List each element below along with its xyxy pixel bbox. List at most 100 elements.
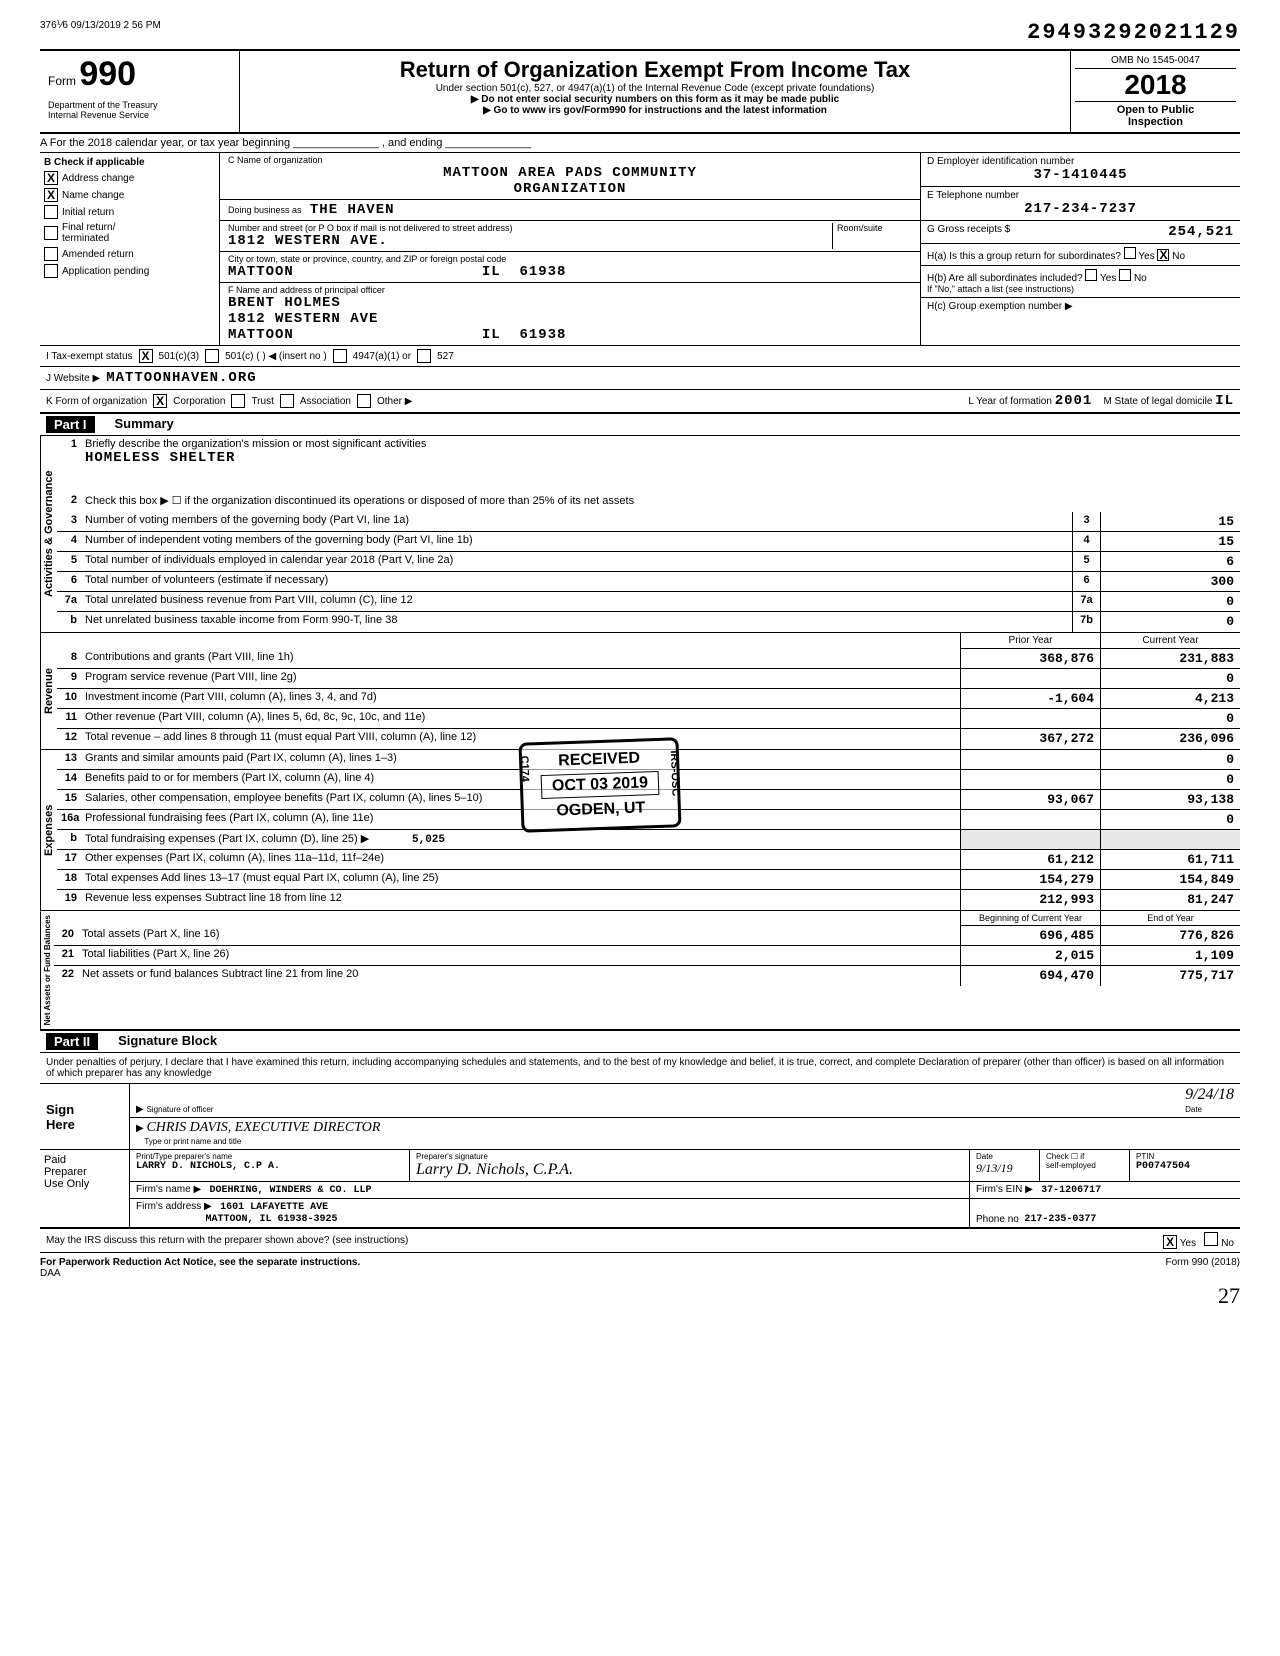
received-stamp: C174 RECEIVED OCT 03 2019 OGDEN, UT IRS-… xyxy=(518,737,681,833)
ha-yes: Yes xyxy=(1138,251,1154,262)
l3-val: 15 xyxy=(1100,512,1240,531)
form-subtitle: Under section 501(c), 527, or 4947(a)(1)… xyxy=(250,83,1060,94)
cb-trust[interactable] xyxy=(231,394,245,408)
row-j: J Website ▶ MATTOONHAVEN.ORG xyxy=(40,367,1240,390)
l19-desc: Revenue less expenses Subtract line 18 f… xyxy=(81,890,960,910)
dln: 29493292021129 xyxy=(1027,20,1240,45)
l20-curr: 776,826 xyxy=(1100,926,1240,945)
hb-no-box[interactable] xyxy=(1119,269,1131,281)
discuss-row: May the IRS discuss this return with the… xyxy=(40,1229,1240,1253)
ein-label: D Employer identification number xyxy=(927,156,1234,167)
l6-val: 300 xyxy=(1100,572,1240,591)
rev-section: Revenue Prior YearCurrent Year 8Contribu… xyxy=(40,633,1240,750)
cb-501c[interactable] xyxy=(205,349,219,363)
col-c-org: C Name of organization MATTOON AREA PADS… xyxy=(220,153,920,345)
ha-no-box[interactable]: X xyxy=(1157,249,1169,261)
l4-val: 15 xyxy=(1100,532,1240,551)
part2-header: Part II Signature Block xyxy=(40,1030,1240,1053)
l12-prior: 367,272 xyxy=(960,729,1100,749)
l12-curr: 236,096 xyxy=(1100,729,1240,749)
ha-label: H(a) Is this a group return for subordin… xyxy=(927,251,1121,262)
net-vlabel: Net Assets or Fund Balances xyxy=(40,911,54,1029)
city: MATTOON IL 61938 xyxy=(228,264,912,280)
prep-left: Paid Preparer Use Only xyxy=(40,1150,130,1227)
cb-initial[interactable] xyxy=(44,205,58,219)
ein: 37-1410445 xyxy=(927,167,1234,183)
rev-vlabel: Revenue xyxy=(40,633,57,749)
l15-prior: 93,067 xyxy=(960,790,1100,809)
ha-yes-box[interactable] xyxy=(1124,247,1136,259)
prep-date-label: Date xyxy=(976,1152,1033,1161)
stamp-loc: OGDEN, UT xyxy=(542,799,661,821)
firm-addr-label: Firm's address ▶ xyxy=(136,1201,212,1212)
prep-check-label: Check ☐ if self-employed xyxy=(1040,1150,1130,1181)
l15-curr: 93,138 xyxy=(1100,790,1240,809)
cb-addr-change[interactable]: X xyxy=(44,171,58,185)
hb-no: No xyxy=(1134,273,1147,284)
lbl-501c3: 501(c)(3) xyxy=(159,351,200,362)
l1-desc: Briefly describe the organization's miss… xyxy=(85,438,426,450)
open-public: Open to Public Inspection xyxy=(1075,101,1236,128)
cb-527[interactable] xyxy=(417,349,431,363)
stamp-received: RECEIVED xyxy=(540,749,659,771)
footer-right: Form 990 (2018) xyxy=(1166,1257,1240,1279)
ptin: P00747504 xyxy=(1136,1161,1234,1172)
sig-label: Signature of officer xyxy=(146,1105,213,1114)
firm-phone: 217-235-0377 xyxy=(1024,1214,1096,1225)
lbl-assoc: Association xyxy=(300,396,351,407)
hb-yes-box[interactable] xyxy=(1085,269,1097,281)
org-name: MATTOON AREA PADS COMMUNITY ORGANIZATION xyxy=(228,165,912,197)
hdr-end: End of Year xyxy=(1100,911,1240,926)
l10-desc: Investment income (Part VIII, column (A)… xyxy=(81,689,960,708)
l11-prior xyxy=(960,709,1100,728)
gov-section: Activities & Governance 1 Briefly descri… xyxy=(40,436,1240,633)
l7a-desc: Total unrelated business revenue from Pa… xyxy=(81,592,1072,611)
cb-amended[interactable] xyxy=(44,247,58,261)
prep-sig-label: Preparer's signature xyxy=(416,1152,963,1161)
top-row: 376⅟6 09/13/2019 2 56 PM 29493292021129 xyxy=(40,20,1240,45)
l7a-val: 0 xyxy=(1100,592,1240,611)
lbl-pending: Application pending xyxy=(62,266,149,277)
stamp-left: C174 xyxy=(518,755,531,782)
part2-title: Signature Block xyxy=(118,1033,217,1050)
tax-year: 2018 xyxy=(1075,69,1236,101)
l7b-val: 0 xyxy=(1100,612,1240,632)
lbl-addr-change: Address change xyxy=(62,173,134,184)
firm-phone-label: Phone no xyxy=(976,1214,1019,1225)
l8-prior: 368,876 xyxy=(960,649,1100,668)
dba: THE HAVEN xyxy=(310,202,395,218)
cb-pending[interactable] xyxy=(44,264,58,278)
l16a-prior xyxy=(960,810,1100,829)
l2-desc: Check this box ▶ ☐ if the organization d… xyxy=(81,492,1240,512)
l16a-curr: 0 xyxy=(1100,810,1240,829)
cb-assoc[interactable] xyxy=(280,394,294,408)
discuss-yes-box[interactable]: X xyxy=(1163,1235,1177,1249)
prep-sig-val: Larry D. Nichols, C.P.A. xyxy=(416,1161,963,1179)
lbl-4947: 4947(a)(1) or xyxy=(353,351,411,362)
section-a: A For the 2018 calendar year, or tax yea… xyxy=(40,134,1240,153)
identity-grid: B Check if applicable XAddress change XN… xyxy=(40,153,1240,346)
cb-4947[interactable] xyxy=(333,349,347,363)
footer: For Paperwork Reduction Act Notice, see … xyxy=(40,1253,1240,1283)
cb-final[interactable] xyxy=(44,226,58,240)
l8-desc: Contributions and grants (Part VIII, lin… xyxy=(81,649,960,668)
l18-curr: 154,849 xyxy=(1100,870,1240,889)
cb-other[interactable] xyxy=(357,394,371,408)
sig-decl: Under penalties of perjury, I declare th… xyxy=(40,1053,1240,1084)
col-b-checkboxes: B Check if applicable XAddress change XN… xyxy=(40,153,220,345)
cb-name-change[interactable]: X xyxy=(44,188,58,202)
cb-corp[interactable]: X xyxy=(153,394,167,408)
form-title: Return of Organization Exempt From Incom… xyxy=(250,57,1060,83)
omb: OMB No 1545-0047 xyxy=(1075,55,1236,69)
preparer-grid: Paid Preparer Use Only Print/Type prepar… xyxy=(40,1150,1240,1229)
firm-label: Firm's name ▶ xyxy=(136,1184,201,1195)
cb-501c3[interactable]: X xyxy=(139,349,153,363)
discuss-no-box[interactable] xyxy=(1204,1232,1218,1246)
hdr-prior: Prior Year xyxy=(960,633,1100,649)
l-val: 2001 xyxy=(1055,393,1093,409)
l7b-desc: Net unrelated business taxable income fr… xyxy=(81,612,1072,632)
sig-date-val: 9/24/18 xyxy=(1185,1086,1234,1103)
l9-desc: Program service revenue (Part VIII, line… xyxy=(81,669,960,688)
prep-date: 9/13/19 xyxy=(976,1161,1033,1176)
lbl-amended: Amended return xyxy=(62,249,134,260)
